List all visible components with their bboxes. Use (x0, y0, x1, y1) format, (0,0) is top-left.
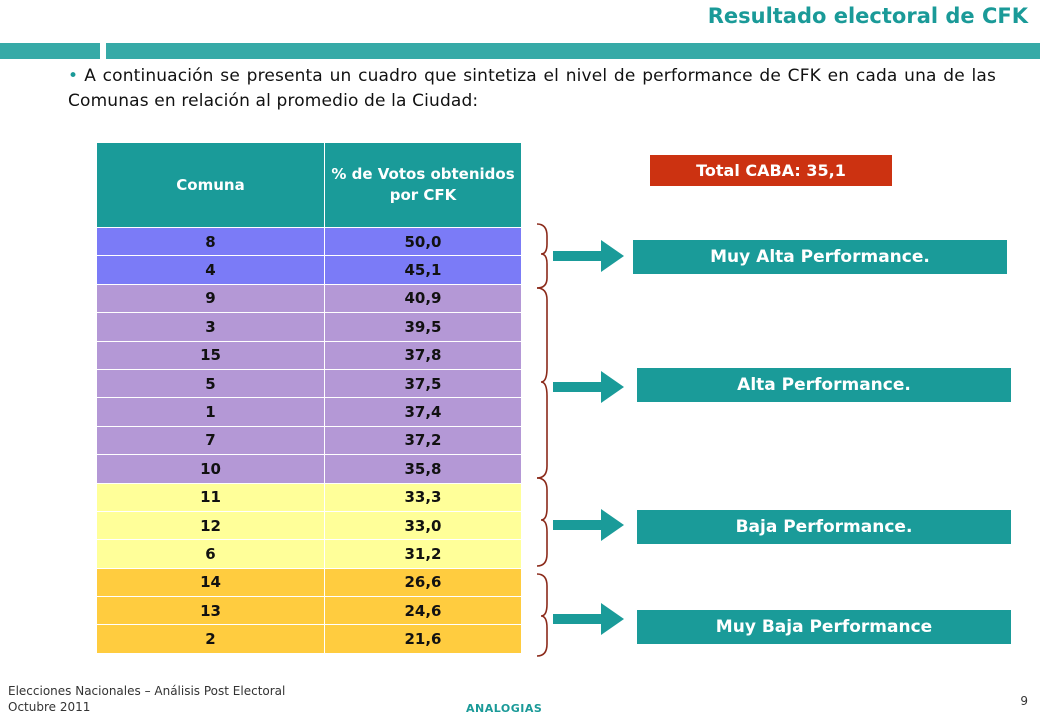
table-row: 12 33,0 (96, 510, 522, 541)
header-bar-right (106, 43, 1040, 59)
comuna-cell: 6 (96, 539, 325, 569)
brace-alta-icon (536, 287, 548, 479)
intro-text: A continuación se presenta un cuadro que… (68, 66, 996, 111)
table-row: 15 37,8 (96, 340, 522, 370)
votos-cell: 31,2 (324, 539, 522, 569)
table-row: 8 50,0 (96, 226, 522, 257)
brace-muy-alta-icon (536, 223, 548, 289)
page-number: 9 (1020, 694, 1028, 708)
brace-baja-icon (536, 477, 548, 567)
votos-cell: 24,6 (324, 596, 522, 626)
comuna-cell: 10 (96, 454, 325, 484)
votos-cell: 37,8 (324, 340, 522, 370)
votos-cell: 39,5 (324, 312, 522, 342)
comuna-cell: 11 (96, 482, 325, 512)
table-row: 13 24,6 (96, 596, 522, 626)
results-table: Comuna % de Votos obtenidos por CFK 8 50,… (96, 142, 522, 654)
category-muy-baja: Muy Baja Performance (637, 610, 1011, 644)
votos-cell: 37,4 (324, 397, 522, 427)
table-row: 3 39,5 (96, 312, 522, 342)
footer-caption: Elecciones Nacionales – Análisis Post El… (8, 683, 285, 715)
table-row: 6 31,2 (96, 539, 522, 569)
comuna-cell: 5 (96, 368, 325, 399)
votos-cell: 26,6 (324, 567, 522, 598)
brace-muy-baja-icon (536, 573, 548, 657)
arrow-alta-icon (553, 371, 624, 403)
category-muy-alta: Muy Alta Performance. (633, 240, 1007, 274)
header-votos: % de Votos obtenidos por CFK (324, 142, 522, 228)
arrow-muy-baja-icon (553, 603, 624, 635)
table-row: 14 26,6 (96, 567, 522, 598)
votos-cell: 21,6 (324, 624, 522, 654)
comuna-cell: 15 (96, 340, 325, 370)
brace-group (536, 223, 548, 657)
table-row: 4 45,1 (96, 255, 522, 285)
comuna-cell: 12 (96, 510, 325, 541)
total-caba-badge: Total CABA: 35,1 (650, 155, 892, 186)
votos-cell: 37,2 (324, 425, 522, 456)
table-row: 7 37,2 (96, 425, 522, 456)
comuna-cell: 1 (96, 397, 325, 427)
header-bar-left (0, 43, 100, 59)
votos-cell: 45,1 (324, 255, 522, 285)
arrow-muy-alta-icon (553, 240, 624, 272)
table-row: 5 37,5 (96, 368, 522, 399)
votos-cell: 40,9 (324, 283, 522, 314)
comuna-cell: 4 (96, 255, 325, 285)
table-row: 1 37,4 (96, 397, 522, 427)
table-row: 9 40,9 (96, 283, 522, 314)
votos-cell: 37,5 (324, 368, 522, 399)
footer-line1: Elecciones Nacionales – Análisis Post El… (8, 684, 286, 698)
votos-cell: 33,0 (324, 510, 522, 541)
comuna-cell: 7 (96, 425, 325, 456)
intro-paragraph: • A continuación se presenta un cuadro qu… (68, 64, 996, 114)
footer-brand-logo: ANALOGIAS (466, 702, 543, 715)
category-baja: Baja Performance. (637, 510, 1011, 544)
slide-title: Resultado electoral de CFK (707, 4, 1028, 28)
comuna-cell: 14 (96, 567, 325, 598)
category-alta: Alta Performance. (637, 368, 1011, 402)
votos-cell: 33,3 (324, 482, 522, 512)
arrow-baja-icon (553, 509, 624, 541)
comuna-cell: 9 (96, 283, 325, 314)
comuna-cell: 2 (96, 624, 325, 654)
arrow-group (553, 240, 624, 635)
comuna-cell: 3 (96, 312, 325, 342)
bullet-icon: • (68, 66, 79, 86)
header-comuna: Comuna (96, 142, 325, 228)
table-row: 11 33,3 (96, 482, 522, 512)
table-header-row: Comuna % de Votos obtenidos por CFK (96, 142, 522, 228)
comuna-cell: 8 (96, 226, 325, 257)
table-row: 10 35,8 (96, 454, 522, 484)
comuna-cell: 13 (96, 596, 325, 626)
footer-line2: Octubre 2011 (8, 700, 91, 714)
votos-cell: 35,8 (324, 454, 522, 484)
votos-cell: 50,0 (324, 226, 522, 257)
table-row: 2 21,6 (96, 624, 522, 654)
